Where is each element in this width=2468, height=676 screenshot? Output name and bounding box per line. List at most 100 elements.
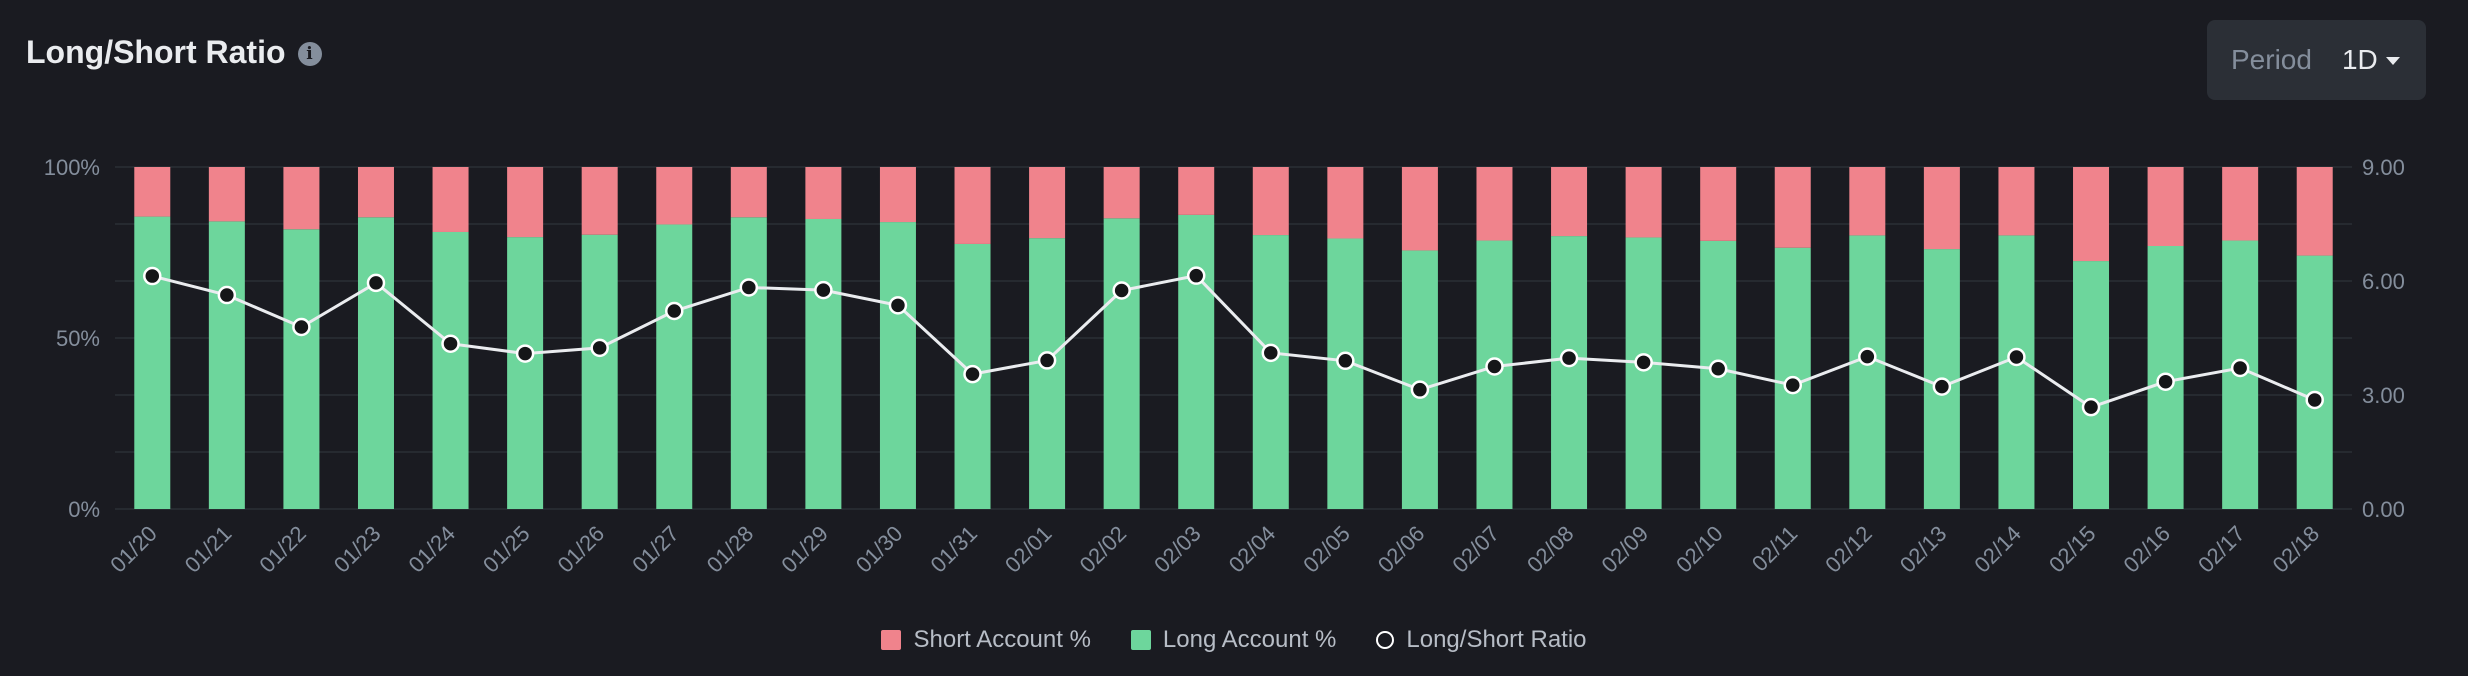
ratio-point: [665, 301, 684, 321]
x-tick-label: 02/14: [1969, 521, 2026, 578]
bar-short: [1923, 167, 1960, 250]
legend-item-long[interactable]: Long Account %: [1130, 626, 1336, 654]
bar-short: [805, 167, 842, 219]
bar-long: [208, 221, 245, 510]
ratio-point: [1261, 343, 1281, 363]
ratio-point: [1112, 281, 1131, 300]
ratio-point: [590, 338, 609, 358]
bar-short: [2147, 167, 2184, 247]
ratio-point: [1783, 375, 1802, 395]
bar-short: [1252, 167, 1289, 236]
legend-swatch-long: [1130, 630, 1151, 650]
chevron-down-icon: [2385, 57, 2400, 65]
bar-short: [2222, 167, 2259, 241]
bar-long: [1625, 237, 1662, 509]
ratio-point: [441, 334, 460, 353]
y-right-tick-label: 0.00: [2362, 497, 2405, 522]
bar-long: [1849, 235, 1886, 509]
bar-short: [656, 167, 693, 225]
period-value: 1D: [2341, 44, 2378, 75]
chart-title: Long/Short Ratio i: [26, 34, 322, 71]
legend-label-ratio: Long/Short Ratio: [1406, 626, 1587, 653]
bar-short: [1849, 167, 1886, 236]
bar-long: [1998, 235, 2035, 509]
ratio-point: [366, 273, 386, 293]
x-tick-label: 02/05: [1298, 521, 1355, 578]
ratio-point: [2230, 358, 2250, 378]
bar-short: [954, 167, 991, 244]
bar-short: [1700, 167, 1737, 241]
bar-short: [1103, 167, 1140, 219]
ratio-point: [739, 278, 759, 297]
ratio-point: [1336, 351, 1355, 371]
bar-long: [656, 224, 693, 509]
bar-short: [1029, 167, 1066, 239]
x-tick-label: 02/08: [1522, 521, 1579, 578]
bar-short: [581, 167, 618, 235]
period-selector[interactable]: Period 1D: [2207, 20, 2426, 100]
bar-short: [2073, 167, 2110, 262]
x-tick-label: 02/03: [1149, 521, 1206, 578]
ratio-point: [1559, 348, 1579, 368]
bar-short: [432, 167, 469, 232]
x-tick-label: 01/29: [776, 521, 833, 578]
ratio-point: [217, 285, 237, 305]
bar-short: [730, 167, 767, 218]
bar-long: [283, 229, 320, 509]
bar-long: [879, 222, 916, 509]
info-icon[interactable]: i: [297, 41, 322, 66]
ratio-point: [814, 280, 833, 300]
legend-item-short[interactable]: Short Account %: [881, 626, 1091, 654]
x-tick-label: 01/31: [925, 521, 982, 578]
bar-short: [208, 167, 245, 222]
x-tick-label: 01/26: [553, 521, 610, 578]
x-tick-label: 02/17: [2193, 521, 2250, 578]
ratio-point: [2156, 372, 2175, 391]
ratio-point: [1186, 266, 1206, 285]
ratio-point: [1634, 353, 1653, 372]
bar-short: [1998, 167, 2035, 236]
bar-long: [805, 218, 842, 509]
bar-long: [581, 234, 618, 509]
y-right-tick-label: 9.00: [2362, 155, 2405, 180]
bar-short: [1327, 167, 1364, 239]
x-tick-label: 02/12: [1820, 521, 1877, 578]
x-tick-label: 02/01: [1000, 521, 1057, 578]
bar-short: [283, 167, 320, 230]
x-tick-label: 02/10: [1671, 521, 1728, 578]
x-tick-label: 02/18: [2268, 521, 2325, 578]
bar-short: [507, 167, 544, 238]
x-tick-label: 02/09: [1597, 521, 1654, 578]
x-tick-label: 01/23: [329, 521, 386, 578]
bar-long: [1178, 214, 1215, 509]
x-tick-label: 02/02: [1075, 521, 1132, 578]
bar-long: [1551, 236, 1588, 510]
chart-legend: Short Account % Long Account % Long/Shor…: [0, 626, 2468, 654]
ratio-point: [143, 266, 162, 286]
bar-long: [1029, 238, 1066, 510]
ratio-point: [963, 364, 982, 384]
bar-short: [1625, 167, 1662, 238]
long-short-chart: 0% 50% 100% 0.00 3.00 6.00 9.00 01/20 01/21 01/22…: [44, 155, 2405, 578]
ratio-point: [1410, 380, 1430, 399]
ratio-point: [515, 344, 535, 363]
ratio-point: [888, 296, 908, 315]
ratio-point: [1037, 351, 1057, 370]
x-tick-label: 02/15: [2044, 521, 2101, 578]
x-tick-label: 01/30: [851, 521, 908, 578]
legend-item-ratio[interactable]: Long/Short Ratio: [1376, 626, 1587, 654]
bar-long: [507, 237, 544, 510]
bar-short: [1401, 167, 1438, 251]
bar-short: [2296, 167, 2333, 256]
bar-long: [1401, 250, 1438, 509]
bar-long: [2296, 255, 2333, 509]
y-left-tick-label: 0%: [68, 497, 100, 522]
x-tick-label: 02/06: [1373, 521, 1430, 578]
ratio-point: [2305, 390, 2324, 410]
ratio-point: [1858, 347, 1877, 366]
bar-long: [134, 216, 171, 509]
x-tick-label: 02/04: [1224, 521, 1281, 578]
ratio-line: [151, 274, 2316, 409]
bar-short: [1551, 167, 1588, 237]
x-tick-label: 01/22: [254, 521, 311, 578]
